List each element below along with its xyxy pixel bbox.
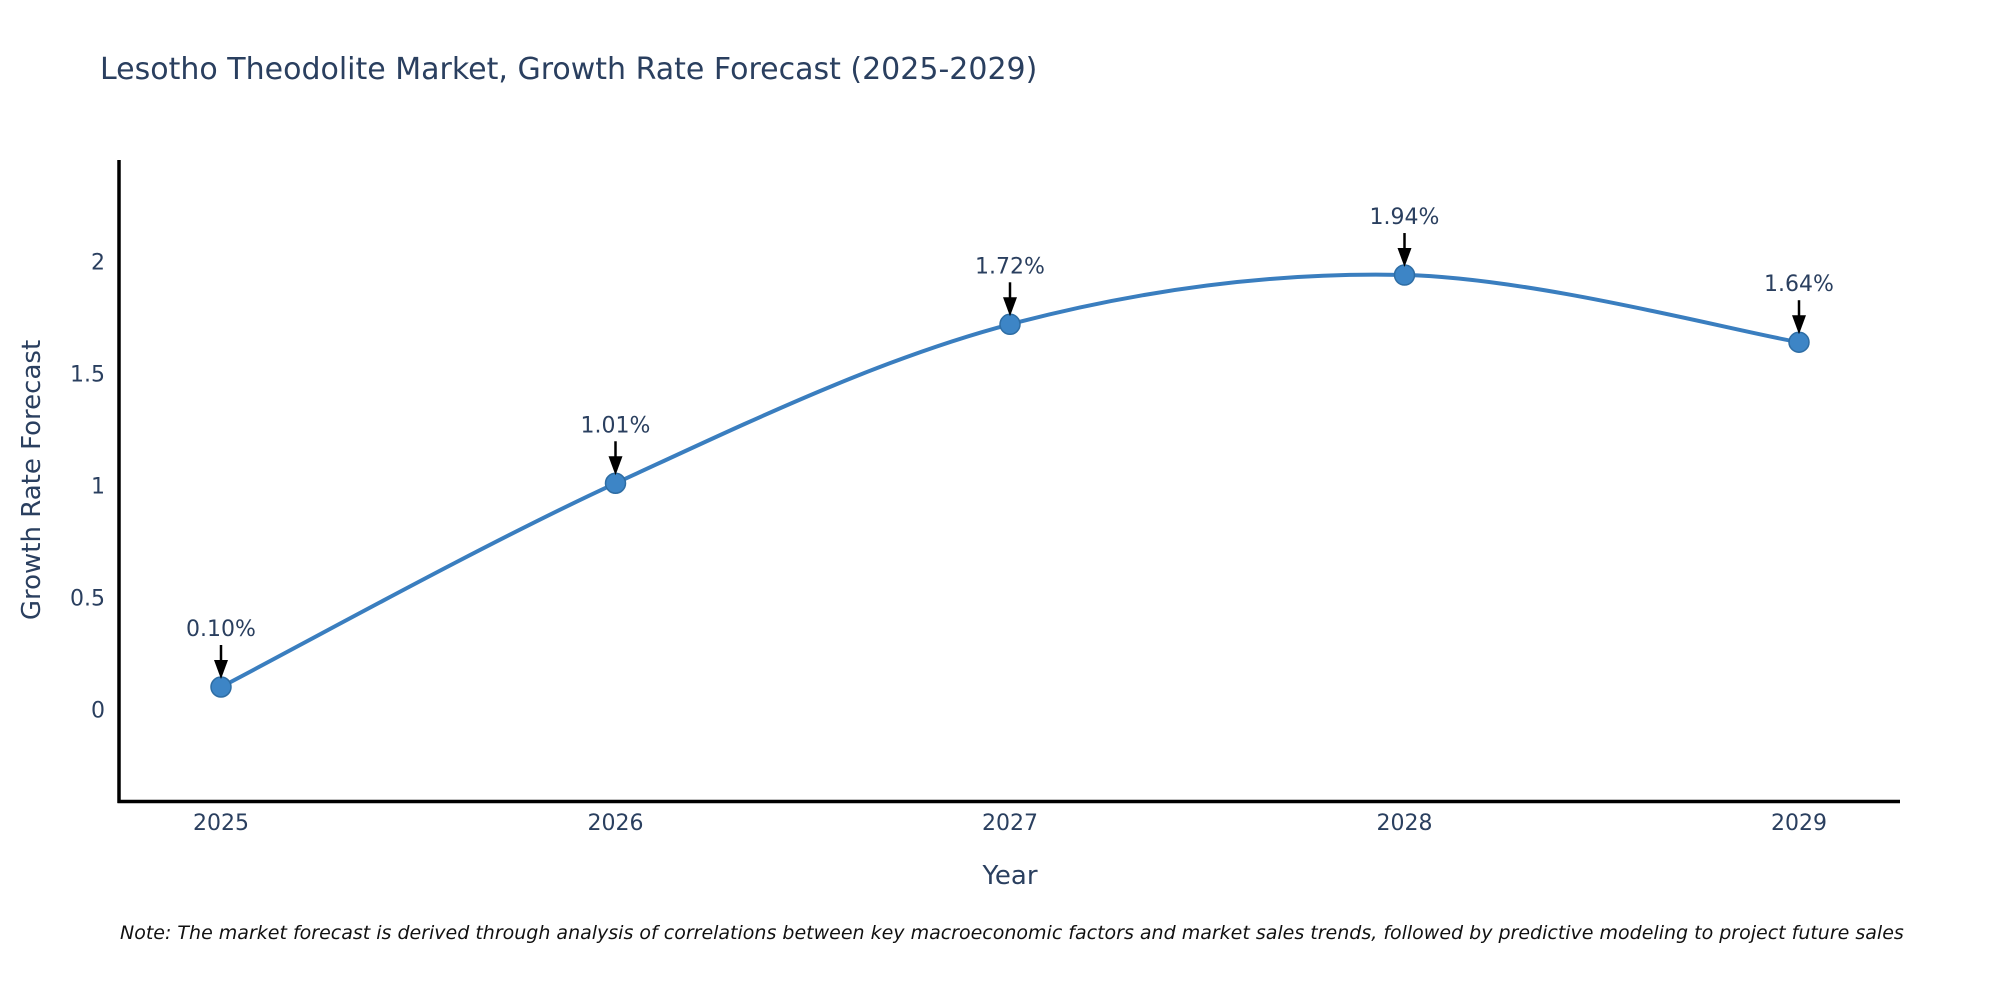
data-point-marker[interactable] <box>1393 264 1416 286</box>
x-axis-title: Year <box>982 861 1038 891</box>
annotation-arrowhead-icon <box>214 660 228 680</box>
annotation-label: 1.01% <box>581 413 651 438</box>
y-tick-label: 0 <box>91 698 105 723</box>
data-point-marker[interactable] <box>210 676 232 698</box>
annotation-arrowhead-icon <box>1792 315 1806 335</box>
annotation-label: 0.10% <box>186 617 256 642</box>
y-axis-title: Growth Rate Forecast <box>17 339 47 621</box>
x-tick-label: 2028 <box>1377 811 1433 836</box>
annotation-arrowhead-icon <box>1003 297 1017 317</box>
data-point-marker[interactable] <box>999 313 1021 336</box>
y-tick-label: 1.5 <box>70 363 105 388</box>
trend-line <box>219 272 1801 690</box>
footnote-text: Note: The market forecast is derived thr… <box>120 922 1904 944</box>
annotation-label: 1.64% <box>1764 272 1834 297</box>
y-tick-label: 0.5 <box>70 586 105 611</box>
y-tick-label: 2 <box>91 251 105 276</box>
x-tick-label: 2026 <box>588 811 644 836</box>
chart-title: Lesotho Theodolite Market, Growth Rate F… <box>100 52 1038 87</box>
annotation-arrowhead-icon <box>1397 248 1412 268</box>
data-point-marker[interactable] <box>604 472 627 495</box>
annotation-label: 1.72% <box>975 254 1045 279</box>
y-tick-label: 1 <box>91 475 105 500</box>
x-tick-label: 2029 <box>1771 811 1827 836</box>
x-tick-label: 2025 <box>193 811 249 836</box>
annotation-arrowhead-icon <box>608 456 623 476</box>
x-tick-label: 2027 <box>982 811 1038 836</box>
data-point-marker[interactable] <box>1788 331 1810 353</box>
annotation-label: 1.94% <box>1370 205 1440 230</box>
